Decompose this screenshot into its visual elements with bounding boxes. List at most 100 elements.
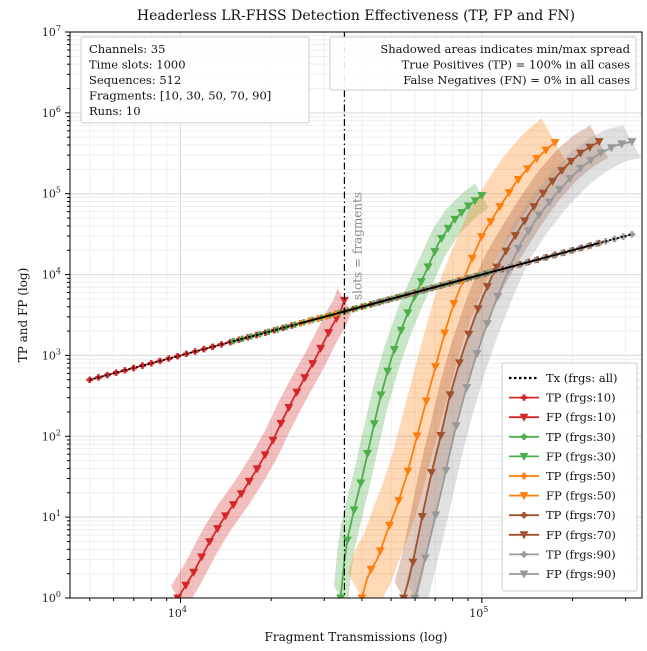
note-box-frame bbox=[329, 36, 637, 91]
fp-marker bbox=[541, 146, 551, 155]
fp-marker bbox=[441, 466, 451, 475]
fp-marker bbox=[606, 144, 616, 153]
fp-marker bbox=[342, 536, 352, 545]
fp-marker bbox=[503, 267, 513, 276]
fp-marker bbox=[575, 149, 585, 158]
legend-label: TP (frgs:10) bbox=[546, 391, 616, 405]
fp-marker bbox=[529, 203, 539, 212]
fp-marker bbox=[236, 490, 246, 499]
legend-label: FP (frgs:50) bbox=[546, 489, 616, 503]
info-box-line: Runs: 10 bbox=[89, 104, 141, 118]
fp-marker bbox=[492, 263, 502, 272]
tp-marker bbox=[628, 231, 636, 238]
fp-marker bbox=[550, 138, 560, 147]
y-axis-label: TP and FP (log) bbox=[16, 268, 30, 363]
fp-marker bbox=[268, 436, 278, 445]
fp-marker bbox=[513, 244, 523, 253]
fp-spread-band bbox=[333, 183, 489, 598]
legend: Tx (frgs: all) TP (frgs:10) FP (frgs:10) TP… bbox=[501, 362, 638, 592]
fp-marker bbox=[462, 384, 472, 393]
fp-marker bbox=[205, 538, 215, 547]
fp-line bbox=[414, 140, 633, 598]
fp-marker bbox=[532, 155, 542, 164]
tp-marker bbox=[209, 343, 216, 350]
legend-label: TP (frgs:70) bbox=[546, 508, 616, 522]
fp-marker bbox=[300, 374, 310, 383]
fp-marker bbox=[495, 203, 505, 212]
fp-marker bbox=[260, 451, 270, 460]
fp-marker bbox=[220, 512, 230, 521]
fp-marker bbox=[566, 157, 576, 166]
fp-marker bbox=[212, 525, 222, 534]
fp-marker bbox=[586, 156, 596, 165]
tp-marker bbox=[620, 233, 627, 240]
slots-vline: slots = fragments bbox=[343, 32, 364, 598]
fp-marker bbox=[403, 309, 413, 318]
y-tick-label: 105 bbox=[42, 186, 61, 201]
y-tick-label: 102 bbox=[42, 428, 61, 443]
fp-marker bbox=[324, 329, 334, 338]
fp-marker bbox=[197, 553, 207, 562]
tp-marker bbox=[148, 360, 155, 367]
fp-marker bbox=[339, 296, 349, 305]
fp-line bbox=[402, 140, 600, 598]
fp-marker bbox=[467, 254, 477, 263]
tp-marker bbox=[112, 369, 120, 376]
fp-marker bbox=[627, 138, 637, 147]
fp-marker bbox=[431, 511, 441, 520]
fp-marker bbox=[504, 189, 514, 198]
fp-marker bbox=[472, 350, 482, 359]
info-box-line: Time slots: 1000 bbox=[89, 58, 186, 72]
fp-line bbox=[361, 141, 556, 598]
legend-label: TP (frgs:50) bbox=[546, 469, 616, 483]
fp-marker bbox=[369, 420, 379, 429]
tp-marker bbox=[139, 362, 146, 369]
fp-marker bbox=[417, 513, 427, 522]
fp-marker bbox=[228, 501, 238, 510]
info-box-line: Fragments: [10, 30, 50, 70, 90] bbox=[89, 89, 271, 103]
fp-marker bbox=[596, 149, 606, 158]
tp-marker bbox=[520, 551, 528, 558]
fp-marker bbox=[617, 140, 627, 149]
legend-label: FP (frgs:70) bbox=[546, 528, 616, 542]
fp-marker bbox=[519, 531, 529, 540]
fp-marker bbox=[440, 329, 450, 338]
fp-marker bbox=[399, 594, 409, 598]
fp-marker bbox=[436, 431, 446, 440]
fp-marker bbox=[276, 419, 286, 428]
y-tick-label: 103 bbox=[42, 347, 61, 362]
fp-marker bbox=[464, 330, 474, 339]
fp-marker bbox=[410, 594, 420, 598]
info-box-line: Sequences: 512 bbox=[89, 73, 181, 87]
fp-marker bbox=[519, 570, 529, 579]
fp-marker bbox=[538, 189, 548, 198]
fp-marker bbox=[366, 565, 376, 574]
y-tick-label: 104 bbox=[42, 267, 61, 282]
fp-marker bbox=[445, 391, 455, 400]
fp-marker bbox=[173, 594, 183, 598]
legend-label: FP (frgs:10) bbox=[546, 410, 616, 424]
fp-marker bbox=[449, 300, 459, 309]
fp-marker bbox=[524, 227, 534, 236]
fp-marker bbox=[513, 175, 523, 184]
fp-marker bbox=[356, 479, 366, 488]
chart-title: Headerless LR-FHSS Detection Effectivene… bbox=[137, 8, 575, 24]
legend-label: TP (frgs:90) bbox=[546, 547, 616, 561]
fp-marker bbox=[454, 359, 464, 368]
fp-marker bbox=[557, 167, 567, 176]
fp-marker bbox=[510, 232, 520, 241]
fp-marker bbox=[189, 568, 199, 577]
fp-marker bbox=[181, 581, 191, 590]
fp-marker bbox=[451, 422, 461, 431]
fp-marker bbox=[470, 197, 480, 206]
fp-marker bbox=[420, 554, 430, 563]
fp-marker bbox=[501, 247, 511, 256]
fp-marker bbox=[357, 594, 367, 598]
fp-marker bbox=[443, 224, 453, 233]
fp-marker bbox=[436, 234, 446, 243]
fp-marker bbox=[394, 496, 404, 505]
fp-marker bbox=[336, 594, 346, 598]
fp-marker bbox=[349, 506, 359, 515]
fp-marker bbox=[519, 492, 529, 501]
